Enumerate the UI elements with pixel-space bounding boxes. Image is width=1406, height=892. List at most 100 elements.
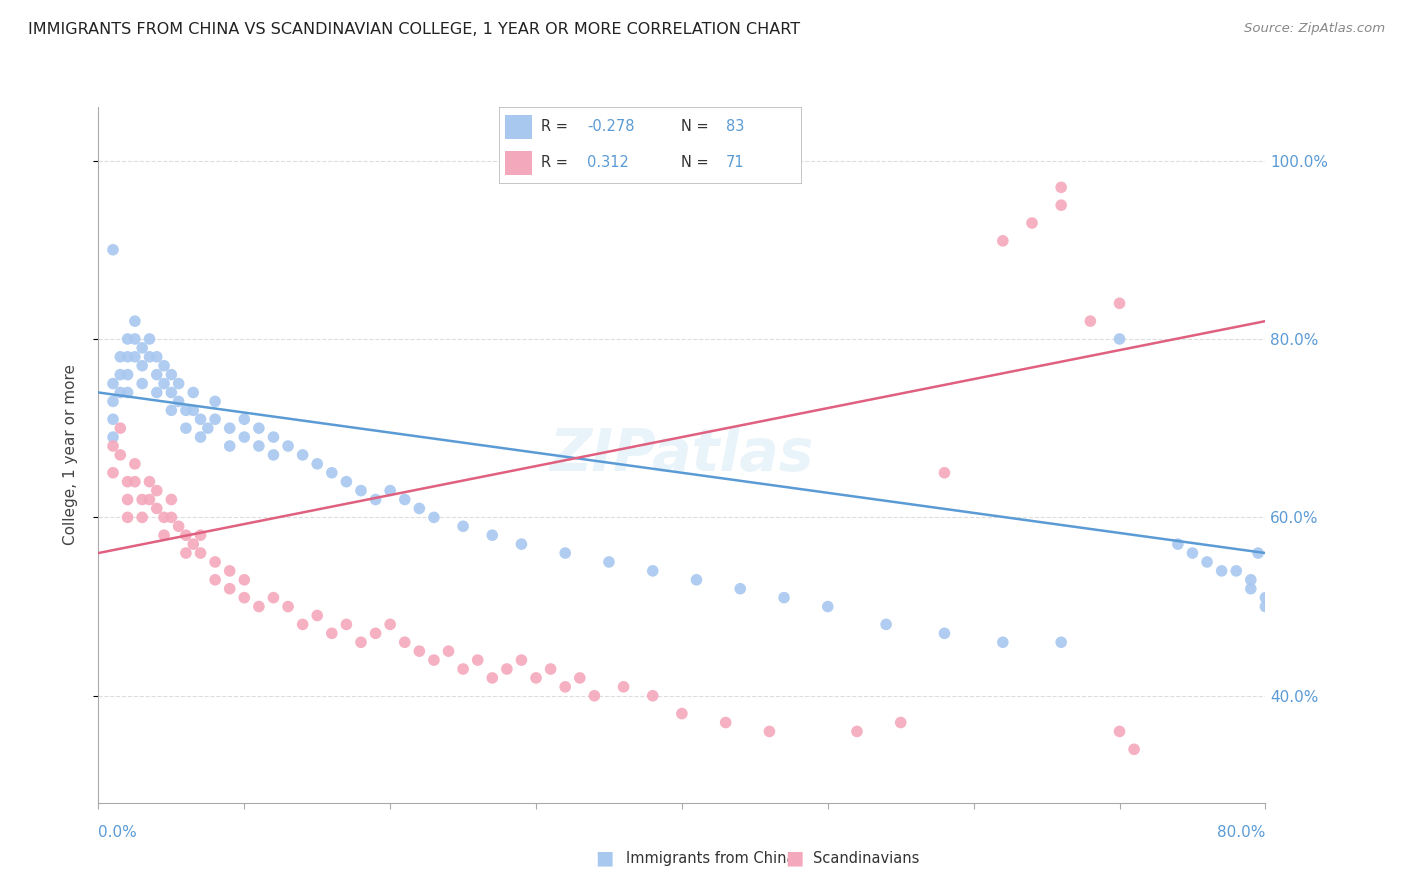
Point bbox=[218, 582, 240, 596]
Point bbox=[408, 501, 430, 516]
Point bbox=[204, 555, 226, 569]
Point bbox=[1080, 314, 1102, 328]
Point bbox=[247, 439, 270, 453]
Point bbox=[146, 385, 169, 400]
Text: Scandinavians: Scandinavians bbox=[813, 851, 920, 865]
Point bbox=[1240, 582, 1263, 596]
Point bbox=[117, 492, 139, 507]
Point bbox=[451, 662, 474, 676]
Point bbox=[174, 528, 197, 542]
Point bbox=[110, 368, 132, 382]
Point bbox=[218, 439, 240, 453]
Point bbox=[117, 385, 139, 400]
Point bbox=[233, 430, 256, 444]
Point bbox=[174, 403, 197, 417]
Point bbox=[174, 546, 197, 560]
Text: 0.312: 0.312 bbox=[586, 155, 628, 170]
Point bbox=[394, 635, 416, 649]
Point bbox=[554, 680, 576, 694]
Point bbox=[307, 457, 329, 471]
Point bbox=[160, 385, 183, 400]
Point bbox=[190, 430, 212, 444]
Point bbox=[247, 599, 270, 614]
Point bbox=[262, 591, 284, 605]
Point bbox=[307, 608, 329, 623]
Text: ■: ■ bbox=[595, 848, 614, 868]
Point bbox=[510, 653, 533, 667]
Point bbox=[423, 510, 446, 524]
Point bbox=[758, 724, 780, 739]
Point bbox=[153, 376, 176, 391]
Point bbox=[218, 564, 240, 578]
Point bbox=[1254, 591, 1277, 605]
Point bbox=[524, 671, 547, 685]
Point bbox=[583, 689, 606, 703]
Point bbox=[181, 385, 204, 400]
Text: 80.0%: 80.0% bbox=[1218, 825, 1265, 840]
Text: N =: N = bbox=[681, 155, 713, 170]
Point bbox=[138, 350, 160, 364]
Point bbox=[101, 430, 124, 444]
Point bbox=[160, 510, 183, 524]
Point bbox=[218, 421, 240, 435]
Point bbox=[233, 591, 256, 605]
Point bbox=[394, 492, 416, 507]
Point bbox=[247, 421, 270, 435]
Point bbox=[1021, 216, 1043, 230]
Point bbox=[167, 519, 190, 533]
Point bbox=[817, 599, 839, 614]
Point bbox=[540, 662, 562, 676]
Point bbox=[1050, 180, 1073, 194]
Point bbox=[1108, 296, 1130, 310]
Point bbox=[641, 689, 664, 703]
Point bbox=[364, 492, 387, 507]
Point bbox=[153, 528, 176, 542]
Point bbox=[131, 492, 153, 507]
Y-axis label: College, 1 year or more: College, 1 year or more bbox=[63, 365, 77, 545]
Point bbox=[146, 483, 169, 498]
Point bbox=[146, 501, 169, 516]
Point bbox=[378, 617, 402, 632]
Point bbox=[350, 635, 373, 649]
Point bbox=[110, 448, 132, 462]
Text: R =: R = bbox=[541, 119, 574, 134]
Point bbox=[174, 421, 197, 435]
Point bbox=[423, 653, 446, 667]
Point bbox=[117, 350, 139, 364]
Point bbox=[160, 492, 183, 507]
Point bbox=[1050, 198, 1073, 212]
Text: -0.278: -0.278 bbox=[586, 119, 634, 134]
Point bbox=[233, 573, 256, 587]
Point bbox=[554, 546, 576, 560]
Text: 0.0%: 0.0% bbox=[98, 825, 138, 840]
Point bbox=[1247, 546, 1270, 560]
Point bbox=[1211, 564, 1233, 578]
Point bbox=[364, 626, 387, 640]
Point bbox=[1108, 332, 1130, 346]
Point bbox=[641, 564, 664, 578]
Point bbox=[451, 519, 474, 533]
Point bbox=[568, 671, 591, 685]
Point bbox=[890, 715, 912, 730]
Point bbox=[773, 591, 796, 605]
Point bbox=[335, 475, 357, 489]
Point bbox=[124, 350, 146, 364]
Point bbox=[1108, 724, 1130, 739]
Point bbox=[190, 412, 212, 426]
Text: 71: 71 bbox=[725, 155, 744, 170]
Point bbox=[160, 403, 183, 417]
Text: 83: 83 bbox=[725, 119, 744, 134]
Point bbox=[335, 617, 357, 632]
Point bbox=[204, 412, 226, 426]
Point bbox=[153, 510, 176, 524]
Point bbox=[124, 314, 146, 328]
Text: R =: R = bbox=[541, 155, 578, 170]
Point bbox=[262, 448, 284, 462]
Point bbox=[190, 528, 212, 542]
Point bbox=[131, 341, 153, 355]
Point bbox=[714, 715, 737, 730]
Point bbox=[991, 635, 1014, 649]
Text: N =: N = bbox=[681, 119, 713, 134]
Point bbox=[101, 243, 124, 257]
Point bbox=[117, 475, 139, 489]
